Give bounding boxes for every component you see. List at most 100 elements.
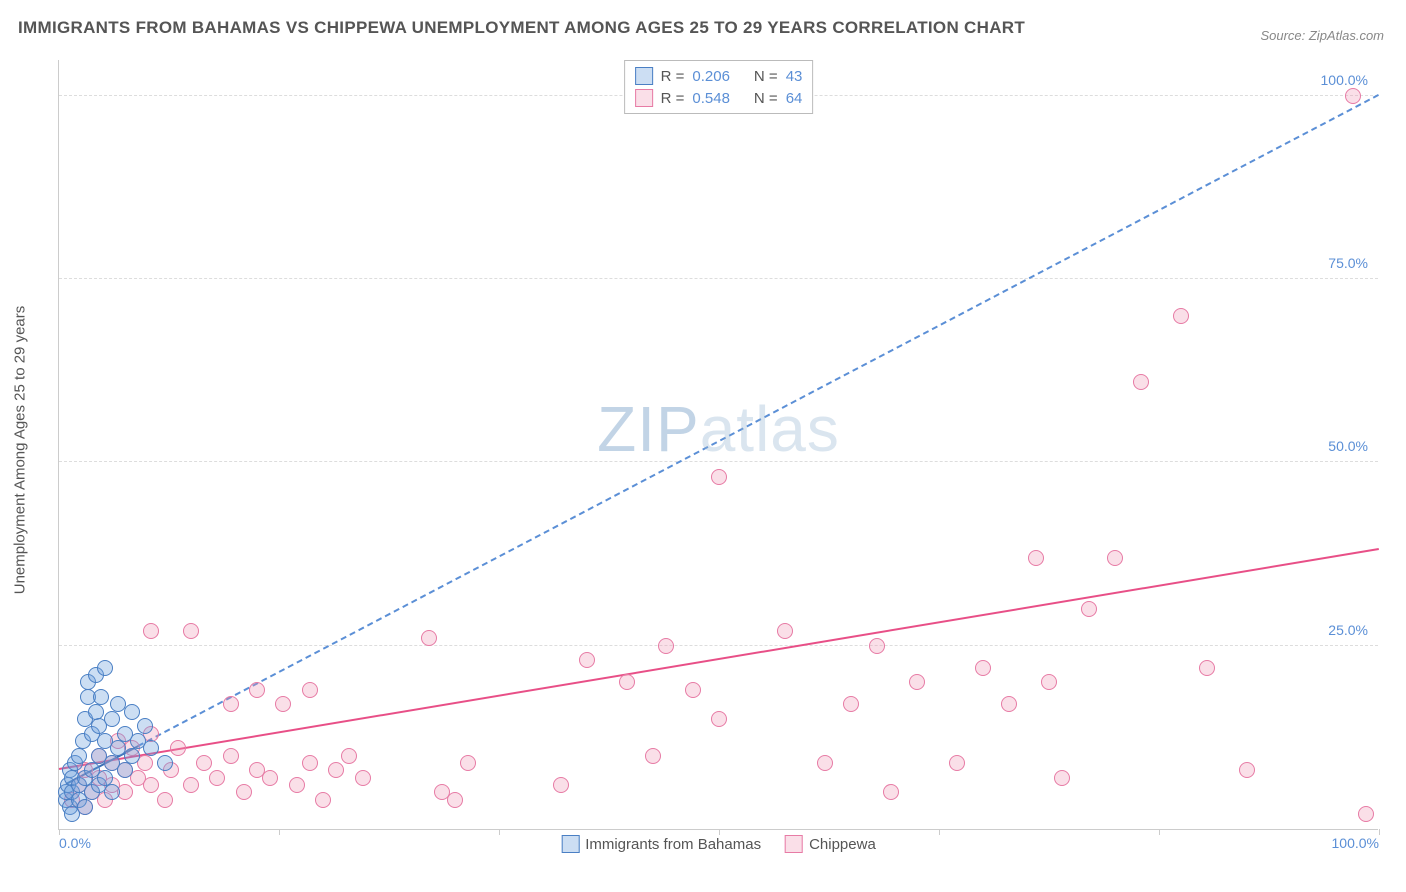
data-point-pink (302, 755, 318, 771)
data-point-pink (1028, 550, 1044, 566)
legend-row-blue: R = 0.206 N = 43 (635, 65, 803, 87)
y-tick-label: 75.0% (1328, 255, 1368, 271)
x-tick (279, 829, 280, 835)
source-attribution: Source: ZipAtlas.com (1260, 28, 1384, 43)
data-point-blue (104, 784, 120, 800)
data-point-blue (77, 799, 93, 815)
data-point-pink (421, 630, 437, 646)
data-point-pink (1133, 374, 1149, 390)
data-point-pink (949, 755, 965, 771)
gridline (59, 461, 1378, 462)
data-point-pink (685, 682, 701, 698)
trend-line-blue-dashed (138, 94, 1380, 747)
data-point-pink (1041, 674, 1057, 690)
data-point-blue (93, 689, 109, 705)
x-tick (1379, 829, 1380, 835)
data-point-pink (143, 623, 159, 639)
x-tick (939, 829, 940, 835)
data-point-pink (1107, 550, 1123, 566)
n-value-pink: 64 (786, 90, 803, 107)
data-point-pink (711, 711, 727, 727)
swatch-pink-icon (635, 89, 653, 107)
y-axis-label: Unemployment Among Ages 25 to 29 years (12, 306, 29, 595)
data-point-pink (302, 682, 318, 698)
chart-container: Unemployment Among Ages 25 to 29 years R… (48, 50, 1388, 850)
data-point-pink (196, 755, 212, 771)
r-label: R = (661, 90, 685, 107)
r-value-pink: 0.548 (692, 90, 730, 107)
data-point-pink (275, 696, 291, 712)
chart-title: IMMIGRANTS FROM BAHAMAS VS CHIPPEWA UNEM… (18, 18, 1025, 38)
watermark: ZIPatlas (597, 392, 840, 466)
data-point-blue (117, 762, 133, 778)
data-point-pink (645, 748, 661, 764)
data-point-pink (843, 696, 859, 712)
data-point-pink (341, 748, 357, 764)
data-point-pink (777, 623, 793, 639)
data-point-pink (315, 792, 331, 808)
r-value-blue: 0.206 (692, 68, 730, 85)
data-point-blue (124, 748, 140, 764)
data-point-pink (223, 748, 239, 764)
correlation-legend: R = 0.206 N = 43 R = 0.548 N = 64 (624, 60, 814, 114)
data-point-pink (975, 660, 991, 676)
data-point-pink (262, 770, 278, 786)
data-point-pink (1054, 770, 1070, 786)
swatch-pink-icon (785, 835, 803, 853)
legend-row-pink: R = 0.548 N = 64 (635, 87, 803, 109)
r-label: R = (661, 68, 685, 85)
data-point-pink (460, 755, 476, 771)
x-tick-label: 0.0% (59, 835, 91, 851)
data-point-pink (1239, 762, 1255, 778)
data-point-blue (143, 740, 159, 756)
data-point-pink (447, 792, 463, 808)
data-point-pink (869, 638, 885, 654)
series-legend: Immigrants from Bahamas Chippewa (561, 835, 876, 853)
x-tick (499, 829, 500, 835)
data-point-pink (157, 792, 173, 808)
data-point-pink (658, 638, 674, 654)
data-point-blue (97, 660, 113, 676)
data-point-pink (711, 469, 727, 485)
legend-item-blue: Immigrants from Bahamas (561, 835, 761, 853)
data-point-pink (909, 674, 925, 690)
legend-label-blue: Immigrants from Bahamas (585, 836, 761, 853)
gridline (59, 278, 1378, 279)
data-point-pink (1199, 660, 1215, 676)
data-point-pink (183, 623, 199, 639)
data-point-pink (883, 784, 899, 800)
data-point-pink (328, 762, 344, 778)
n-label: N = (754, 68, 778, 85)
data-point-blue (157, 755, 173, 771)
x-tick (719, 829, 720, 835)
data-point-pink (223, 696, 239, 712)
data-point-blue (137, 718, 153, 734)
swatch-blue-icon (635, 67, 653, 85)
data-point-pink (817, 755, 833, 771)
data-point-pink (249, 682, 265, 698)
data-point-pink (289, 777, 305, 793)
data-point-blue (71, 748, 87, 764)
y-tick-label: 50.0% (1328, 438, 1368, 454)
data-point-pink (579, 652, 595, 668)
x-tick (1159, 829, 1160, 835)
n-label: N = (754, 90, 778, 107)
data-point-pink (619, 674, 635, 690)
data-point-pink (1001, 696, 1017, 712)
n-value-blue: 43 (786, 68, 803, 85)
gridline (59, 645, 1378, 646)
swatch-blue-icon (561, 835, 579, 853)
data-point-pink (183, 777, 199, 793)
data-point-pink (355, 770, 371, 786)
data-point-pink (1358, 806, 1374, 822)
data-point-pink (236, 784, 252, 800)
data-point-blue (88, 704, 104, 720)
y-tick-label: 25.0% (1328, 622, 1368, 638)
data-point-blue (104, 711, 120, 727)
data-point-blue (97, 770, 113, 786)
data-point-pink (143, 777, 159, 793)
data-point-pink (1345, 88, 1361, 104)
data-point-pink (209, 770, 225, 786)
legend-item-pink: Chippewa (785, 835, 876, 853)
data-point-pink (553, 777, 569, 793)
